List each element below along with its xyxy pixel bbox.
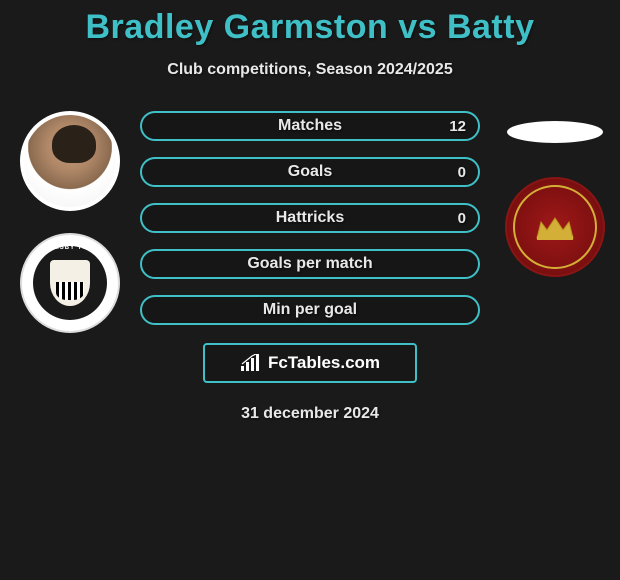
stats-list: Matches 12 Goals 0 Hattricks 0 Goals per… xyxy=(140,111,480,325)
stat-row: Min per goal xyxy=(140,295,480,325)
stat-label: Goals per match xyxy=(247,255,372,273)
bar-chart-icon xyxy=(240,354,262,372)
shield-icon xyxy=(50,260,90,306)
player-photo-left xyxy=(20,111,120,211)
stat-row: Goals per match xyxy=(140,249,480,279)
club-badge-left xyxy=(20,233,120,333)
brand-box: FcTables.com xyxy=(203,343,417,383)
stat-label: Goals xyxy=(288,163,332,181)
stat-label: Matches xyxy=(278,117,342,135)
stat-right-value: 12 xyxy=(449,118,466,135)
left-player-column xyxy=(10,111,130,333)
stat-right-value: 0 xyxy=(458,210,466,227)
subtitle: Club competitions, Season 2024/2025 xyxy=(0,61,620,79)
stat-label: Hattricks xyxy=(276,209,344,227)
comparison-panel: Matches 12 Goals 0 Hattricks 0 Goals per… xyxy=(0,111,620,423)
page-title: Bradley Garmston vs Batty xyxy=(0,0,620,47)
right-player-column xyxy=(490,111,620,277)
player-photo-right xyxy=(507,121,603,143)
brand-label: FcTables.com xyxy=(268,353,380,373)
stat-row: Matches 12 xyxy=(140,111,480,141)
date-label: 31 december 2024 xyxy=(0,405,620,423)
stat-row: Hattricks 0 xyxy=(140,203,480,233)
club-badge-left-inner xyxy=(33,246,107,320)
stat-row: Goals 0 xyxy=(140,157,480,187)
stat-right-value: 0 xyxy=(458,164,466,181)
club-badge-right xyxy=(505,177,605,277)
stat-label: Min per goal xyxy=(263,301,357,319)
crown-icon xyxy=(533,212,577,242)
